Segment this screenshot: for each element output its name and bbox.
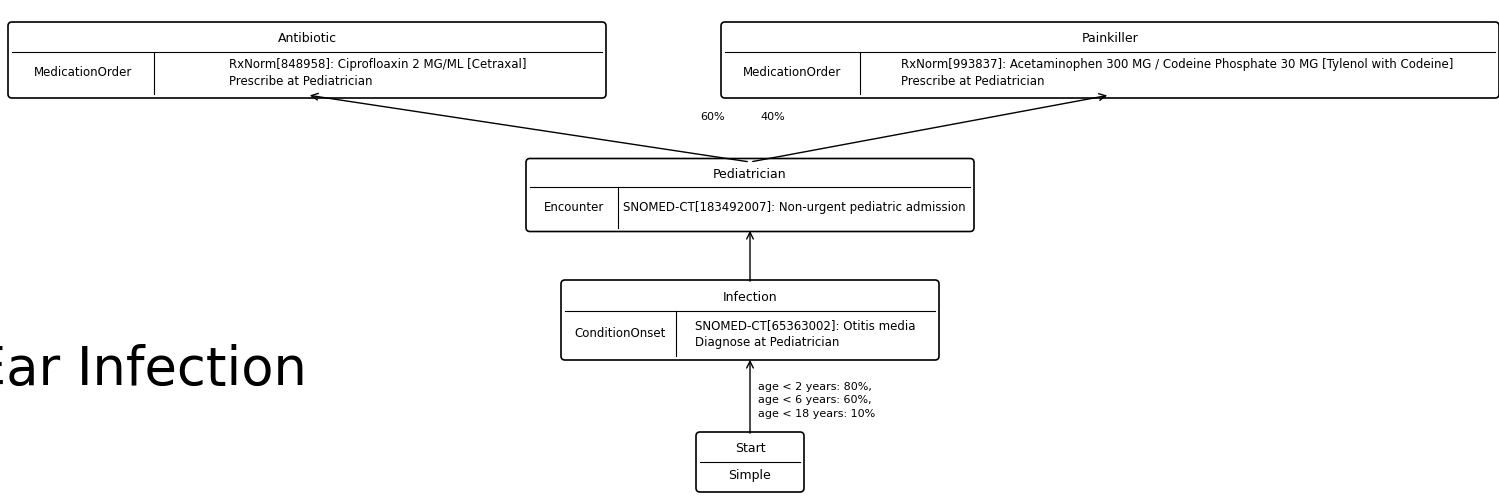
Text: 40%: 40% [760, 112, 785, 122]
Text: Encounter: Encounter [544, 201, 604, 214]
Text: Painkiller: Painkiller [1082, 32, 1138, 45]
Text: MedicationOrder: MedicationOrder [33, 66, 132, 79]
Text: Simple: Simple [729, 468, 772, 481]
Text: Pediatrician: Pediatrician [714, 169, 787, 182]
FancyBboxPatch shape [561, 280, 938, 360]
FancyBboxPatch shape [721, 22, 1499, 98]
Text: SNOMED-CT[183492007]: Non-urgent pediatric admission: SNOMED-CT[183492007]: Non-urgent pediatr… [622, 201, 965, 214]
Text: 60%: 60% [700, 112, 724, 122]
FancyBboxPatch shape [526, 158, 974, 231]
Text: Antibiotic: Antibiotic [277, 32, 337, 45]
Text: RxNorm[848958]: Ciprofloaxin 2 MG/ML [Cetraxal]
Prescribe at Pediatrician: RxNorm[848958]: Ciprofloaxin 2 MG/ML [Ce… [229, 58, 526, 88]
FancyBboxPatch shape [696, 432, 803, 492]
Text: RxNorm[993837]: Acetaminophen 300 MG / Codeine Phosphate 30 MG [Tylenol with Cod: RxNorm[993837]: Acetaminophen 300 MG / C… [901, 58, 1454, 88]
Text: Infection: Infection [723, 291, 778, 304]
Text: Start: Start [735, 443, 766, 456]
Text: MedicationOrder: MedicationOrder [744, 66, 841, 79]
Text: SNOMED-CT[65363002]: Otitis media
Diagnose at Pediatrician: SNOMED-CT[65363002]: Otitis media Diagno… [696, 319, 916, 349]
Text: ConditionOnset: ConditionOnset [574, 327, 666, 340]
FancyBboxPatch shape [7, 22, 606, 98]
Text: age < 2 years: 80%,
age < 6 years: 60%,
age < 18 years: 10%: age < 2 years: 80%, age < 6 years: 60%, … [758, 382, 875, 418]
Text: Ear Infection: Ear Infection [0, 344, 307, 396]
